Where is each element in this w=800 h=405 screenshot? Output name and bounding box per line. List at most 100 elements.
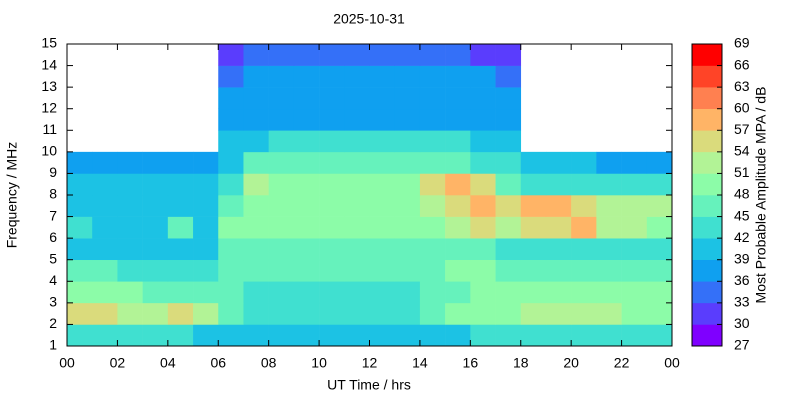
heatmap-cell bbox=[344, 151, 370, 174]
heatmap-cell bbox=[268, 216, 295, 239]
heatmap-cell bbox=[92, 259, 118, 282]
y-tick-label: 2 bbox=[49, 315, 57, 331]
colorbar-tick-label: 30 bbox=[734, 315, 750, 331]
heatmap-cell bbox=[445, 173, 471, 196]
heatmap-cell bbox=[243, 216, 269, 239]
heatmap-cell bbox=[344, 173, 370, 196]
heatmap-cell bbox=[495, 65, 522, 88]
heatmap-cell bbox=[571, 324, 597, 347]
chart-title: 2025-10-31 bbox=[333, 11, 405, 27]
heatmap-cell bbox=[646, 151, 673, 174]
heatmap-cell bbox=[67, 195, 93, 217]
heatmap-cell bbox=[419, 130, 446, 153]
heatmap-cell bbox=[218, 216, 244, 239]
heatmap-cell bbox=[419, 87, 446, 110]
heatmap-cell bbox=[218, 151, 244, 174]
heatmap-cell bbox=[495, 238, 522, 261]
heatmap-cell bbox=[571, 281, 597, 304]
heatmap-cell bbox=[117, 195, 143, 217]
heatmap-cell bbox=[470, 130, 496, 153]
colorbar-swatch bbox=[692, 216, 722, 239]
heatmap-cell bbox=[571, 195, 597, 217]
colorbar-tick-label: 54 bbox=[734, 143, 750, 159]
heatmap-cell bbox=[470, 324, 496, 347]
x-tick-label: 10 bbox=[311, 355, 327, 371]
heatmap-cell bbox=[344, 238, 370, 261]
heatmap-cell bbox=[495, 195, 522, 217]
colorbar-tick-label: 39 bbox=[734, 250, 750, 266]
heatmap-cell bbox=[621, 281, 648, 304]
heatmap-cell bbox=[344, 259, 370, 282]
heatmap-cell bbox=[293, 44, 320, 66]
heatmap-cell bbox=[445, 87, 471, 110]
colorbar-swatch bbox=[692, 195, 722, 217]
heatmap-cell bbox=[293, 130, 320, 153]
heatmap-cell bbox=[621, 259, 648, 282]
heatmap-cell bbox=[495, 44, 522, 66]
heatmap-cell bbox=[445, 324, 471, 347]
heatmap-cell bbox=[167, 238, 194, 261]
heatmap-cell bbox=[419, 108, 446, 131]
x-tick-label: 02 bbox=[110, 355, 126, 371]
heatmap-cell bbox=[344, 216, 370, 239]
colorbar-swatch bbox=[692, 65, 722, 88]
heatmap-cell bbox=[218, 65, 244, 88]
heatmap-cell bbox=[243, 195, 269, 217]
heatmap-cell bbox=[117, 151, 143, 174]
heatmap-cell bbox=[92, 281, 118, 304]
heatmap-cell bbox=[319, 130, 345, 153]
heatmap-cell bbox=[470, 65, 496, 88]
heatmap-cell bbox=[369, 108, 396, 131]
heatmap-cell bbox=[470, 281, 496, 304]
x-tick-label: 16 bbox=[463, 355, 479, 371]
heatmap-cell bbox=[218, 238, 244, 261]
y-tick-label: 10 bbox=[41, 143, 57, 159]
heatmap-cell bbox=[394, 108, 421, 131]
heatmap-cell bbox=[470, 151, 496, 174]
heatmap-cell bbox=[369, 195, 396, 217]
heatmap-cell bbox=[243, 281, 269, 304]
heatmap-cell bbox=[268, 65, 295, 88]
heatmap-cell bbox=[117, 173, 143, 196]
heatmap-cell bbox=[369, 281, 396, 304]
heatmap-cell bbox=[520, 324, 547, 347]
heatmap-cell bbox=[646, 324, 673, 347]
heatmap-cell bbox=[646, 238, 673, 261]
heatmap-cell bbox=[142, 216, 169, 239]
heatmap-cell bbox=[646, 195, 673, 217]
heatmap-cell bbox=[394, 130, 421, 153]
heatmap-cell bbox=[218, 281, 244, 304]
heatmap-cell bbox=[571, 216, 597, 239]
heatmap-cell bbox=[319, 259, 345, 282]
colorbar-tick-label: 45 bbox=[734, 207, 750, 223]
heatmap-cell bbox=[67, 238, 93, 261]
heatmap-cell bbox=[445, 259, 471, 282]
heatmap-cell bbox=[495, 173, 522, 196]
heatmap-cell bbox=[621, 302, 648, 325]
heatmap-cell bbox=[293, 151, 320, 174]
heatmap-cell bbox=[394, 324, 421, 347]
heatmap-cell bbox=[369, 324, 396, 347]
heatmap-cell bbox=[268, 195, 295, 217]
heatmap-cell bbox=[646, 216, 673, 239]
heatmap-cell bbox=[293, 302, 320, 325]
heatmap-cell bbox=[293, 259, 320, 282]
heatmap-cell bbox=[495, 216, 522, 239]
heatmap-cell bbox=[243, 44, 269, 66]
heatmap-cell bbox=[394, 238, 421, 261]
heatmap-cell bbox=[596, 151, 622, 174]
heatmap-cell bbox=[319, 65, 345, 88]
heatmap-cell bbox=[293, 173, 320, 196]
heatmap-cell bbox=[545, 238, 572, 261]
x-tick-label: 18 bbox=[513, 355, 529, 371]
heatmap-cell bbox=[394, 281, 421, 304]
heatmap-cell bbox=[495, 302, 522, 325]
heatmap-cell bbox=[520, 238, 547, 261]
x-axis-label: UT Time / hrs bbox=[327, 377, 411, 393]
heatmap-cell bbox=[520, 259, 547, 282]
y-tick-label: 12 bbox=[41, 99, 57, 115]
heatmap-cell bbox=[445, 195, 471, 217]
x-tick-label: 20 bbox=[563, 355, 579, 371]
heatmap-cell bbox=[268, 173, 295, 196]
heatmap-cell bbox=[167, 173, 194, 196]
